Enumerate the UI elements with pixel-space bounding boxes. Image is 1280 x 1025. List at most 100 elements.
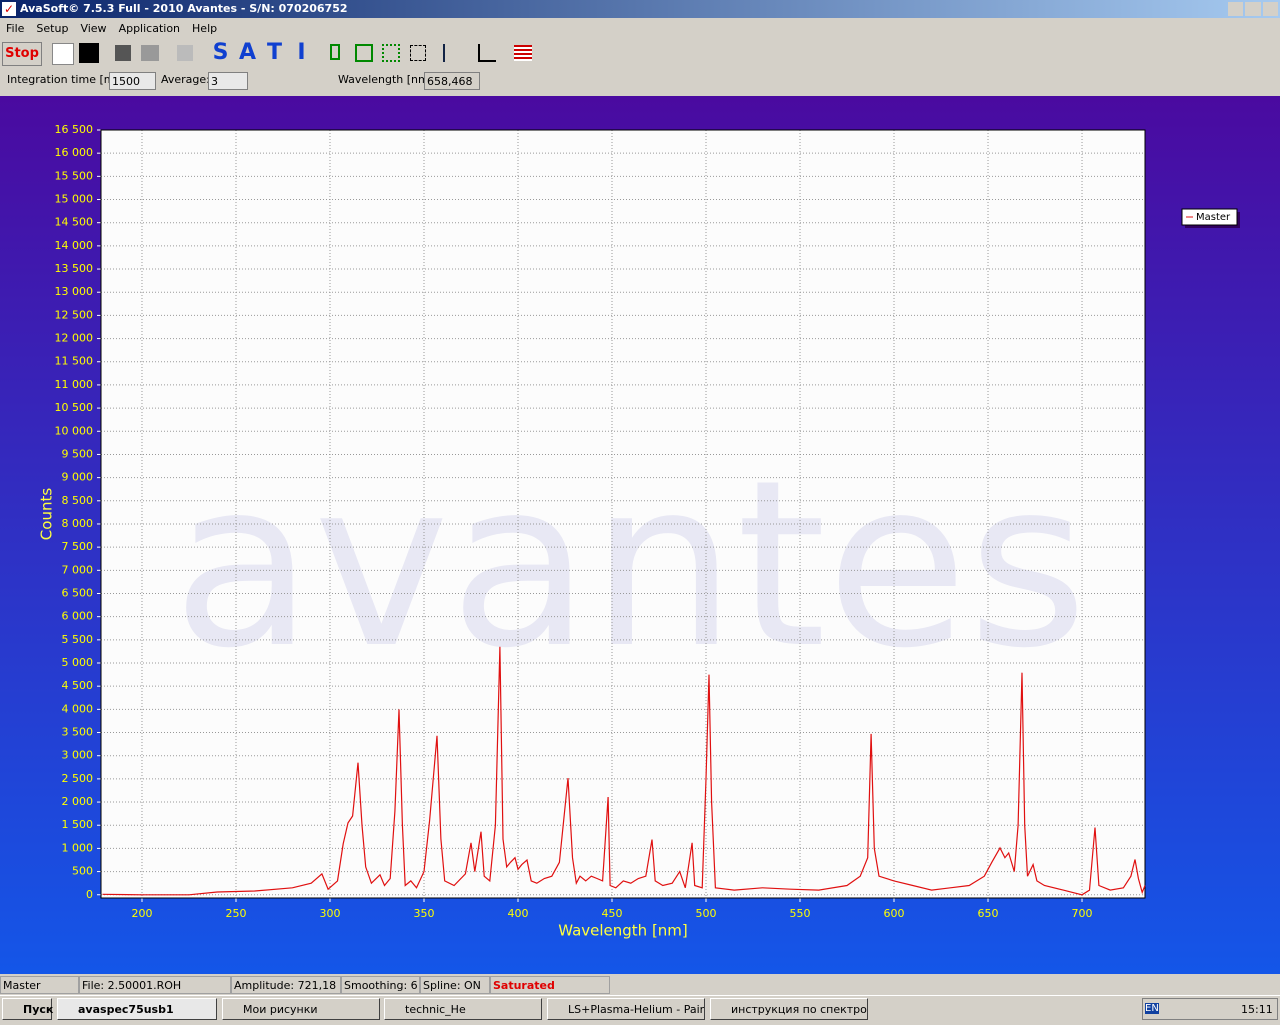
average-input[interactable]: 3: [208, 72, 248, 90]
mode-button[interactable]: I: [297, 40, 306, 65]
y-tick-label: 1 500: [62, 818, 94, 831]
y-tick-label: 13 500: [55, 262, 94, 275]
calc-button[interactable]: [443, 44, 463, 62]
clock: 15:11: [1241, 1003, 1273, 1016]
y-tick-label: 8 500: [62, 494, 94, 507]
y-axis-label: Counts: [38, 488, 56, 541]
y-tick-label: 10 500: [55, 401, 94, 414]
status-field: Spline: ON: [420, 976, 490, 994]
select-button[interactable]: [410, 45, 426, 61]
menu-item[interactable]: View: [80, 22, 107, 35]
y-tick-label: 1 000: [62, 841, 94, 854]
y-tick-label: 5 500: [62, 633, 94, 646]
y-tick-label: 12 000: [55, 332, 94, 345]
legend-box: [1181, 208, 1238, 226]
x-tick-label: 700: [1072, 907, 1093, 920]
y-tick-label: 4 000: [62, 702, 94, 715]
y-tick-label: 5 000: [62, 656, 94, 669]
flag-button[interactable]: [514, 45, 532, 61]
y-tick-label: 9 500: [62, 447, 94, 460]
menu-item[interactable]: Setup: [36, 22, 69, 35]
save-button[interactable]: [115, 45, 131, 61]
y-tick-label: 500: [72, 865, 93, 878]
y-tick-label: 16 000: [55, 146, 94, 159]
window-controls[interactable]: [1228, 2, 1278, 16]
status-field: Saturated: [490, 976, 610, 994]
y-tick-label: 7 000: [62, 563, 94, 576]
task-button[interactable]: инструкция по спектро...: [710, 998, 868, 1020]
tray: [1142, 998, 1278, 1020]
menu-bar: File Setup View Application Help: [0, 20, 223, 38]
menu-item[interactable]: Application: [118, 22, 181, 35]
integration-label: Integration time [ms]:: [7, 73, 129, 86]
y-tick-label: 6 500: [62, 586, 94, 599]
y-tick-label: 4 500: [62, 679, 94, 692]
fit-button[interactable]: [355, 44, 373, 62]
menu-item[interactable]: File: [6, 22, 25, 35]
y-tick-label: 2 000: [62, 795, 94, 808]
wavelength-label: Wavelength [nm]:: [338, 73, 437, 86]
title-bar: AvaSoft© 7.5.3 Full - 2010 Avantes - S/N…: [0, 0, 1280, 18]
y-tick-label: 3 000: [62, 749, 94, 762]
y-tick-label: 14 500: [55, 216, 94, 229]
mode-button[interactable]: S: [212, 40, 229, 65]
print-button[interactable]: [141, 45, 159, 61]
y-tick-label: 2 500: [62, 772, 94, 785]
task-button[interactable]: LS+Plasma-Helium - Paint: [547, 998, 705, 1020]
x-tick-label: 600: [884, 907, 905, 920]
start-button[interactable]: Пуск: [2, 998, 53, 1020]
x-tick-label: 250: [225, 907, 246, 920]
x-axis-label: Wavelength [nm]: [558, 922, 688, 940]
x-tick-label: 200: [131, 907, 152, 920]
plot-border: [100, 129, 1146, 899]
window-title: AvaSoft© 7.5.3 Full - 2010 Avantes - S/N…: [20, 2, 348, 15]
graph-button[interactable]: [478, 44, 496, 62]
stop-button[interactable]: Stop: [2, 42, 42, 66]
status-field: File: 2.50001.ROH: [79, 976, 231, 994]
y-tick-label: 15 000: [55, 193, 94, 206]
x-tick-label: 550: [790, 907, 811, 920]
plot-area: [101, 130, 1145, 898]
integration-input[interactable]: 1500: [109, 72, 156, 90]
y-tick-label: 11 500: [55, 355, 94, 368]
y-tick-label: 7 500: [62, 540, 94, 553]
status-field: Amplitude: 721,18: [231, 976, 341, 994]
x-tick-label: 450: [602, 907, 623, 920]
lang-indicator: EN: [1145, 1003, 1159, 1014]
center-button[interactable]: [382, 44, 400, 62]
zoom-button[interactable]: [330, 44, 340, 60]
wavelength-field: 658,468: [424, 72, 480, 90]
x-tick-label: 500: [696, 907, 717, 920]
mode-button[interactable]: A: [239, 40, 257, 65]
y-tick-label: 12 500: [55, 308, 94, 321]
average-label: Average:: [161, 73, 210, 86]
task-button[interactable]: avaspec75usb1: [57, 998, 217, 1020]
y-tick-label: 14 000: [55, 239, 94, 252]
y-tick-label: 13 000: [55, 285, 94, 298]
x-tick-label: 400: [507, 907, 528, 920]
y-tick-label: 6 000: [62, 610, 94, 623]
y-tick-label: 15 500: [55, 169, 94, 182]
spectrum-line: [102, 646, 1146, 896]
task-button[interactable]: technic_He: [384, 998, 542, 1020]
legend-label: Master: [1196, 212, 1231, 223]
watermark: avantes: [172, 432, 1087, 699]
y-tick-label: 16 500: [55, 123, 94, 136]
status-field: Smoothing: 6: [341, 976, 420, 994]
grid-button[interactable]: [177, 45, 193, 61]
mode-button[interactable]: T: [266, 40, 282, 65]
y-tick-label: 8 000: [62, 517, 94, 530]
y-tick-label: 11 000: [55, 378, 94, 391]
white-button[interactable]: [52, 43, 74, 65]
black-button[interactable]: [79, 43, 99, 63]
task-button[interactable]: Мои рисунки: [222, 998, 380, 1020]
x-tick-label: 350: [413, 907, 434, 920]
menu-item[interactable]: Help: [192, 22, 218, 35]
status-field: Master: [0, 976, 79, 994]
app-icon: ✓: [2, 2, 16, 16]
chart: avantes 0 500 1 000 1 500 2 000 2 500 3 000 3 5…: [0, 96, 1280, 974]
y-tick-label: 0: [86, 888, 93, 901]
y-tick-label: 10 000: [55, 424, 94, 437]
